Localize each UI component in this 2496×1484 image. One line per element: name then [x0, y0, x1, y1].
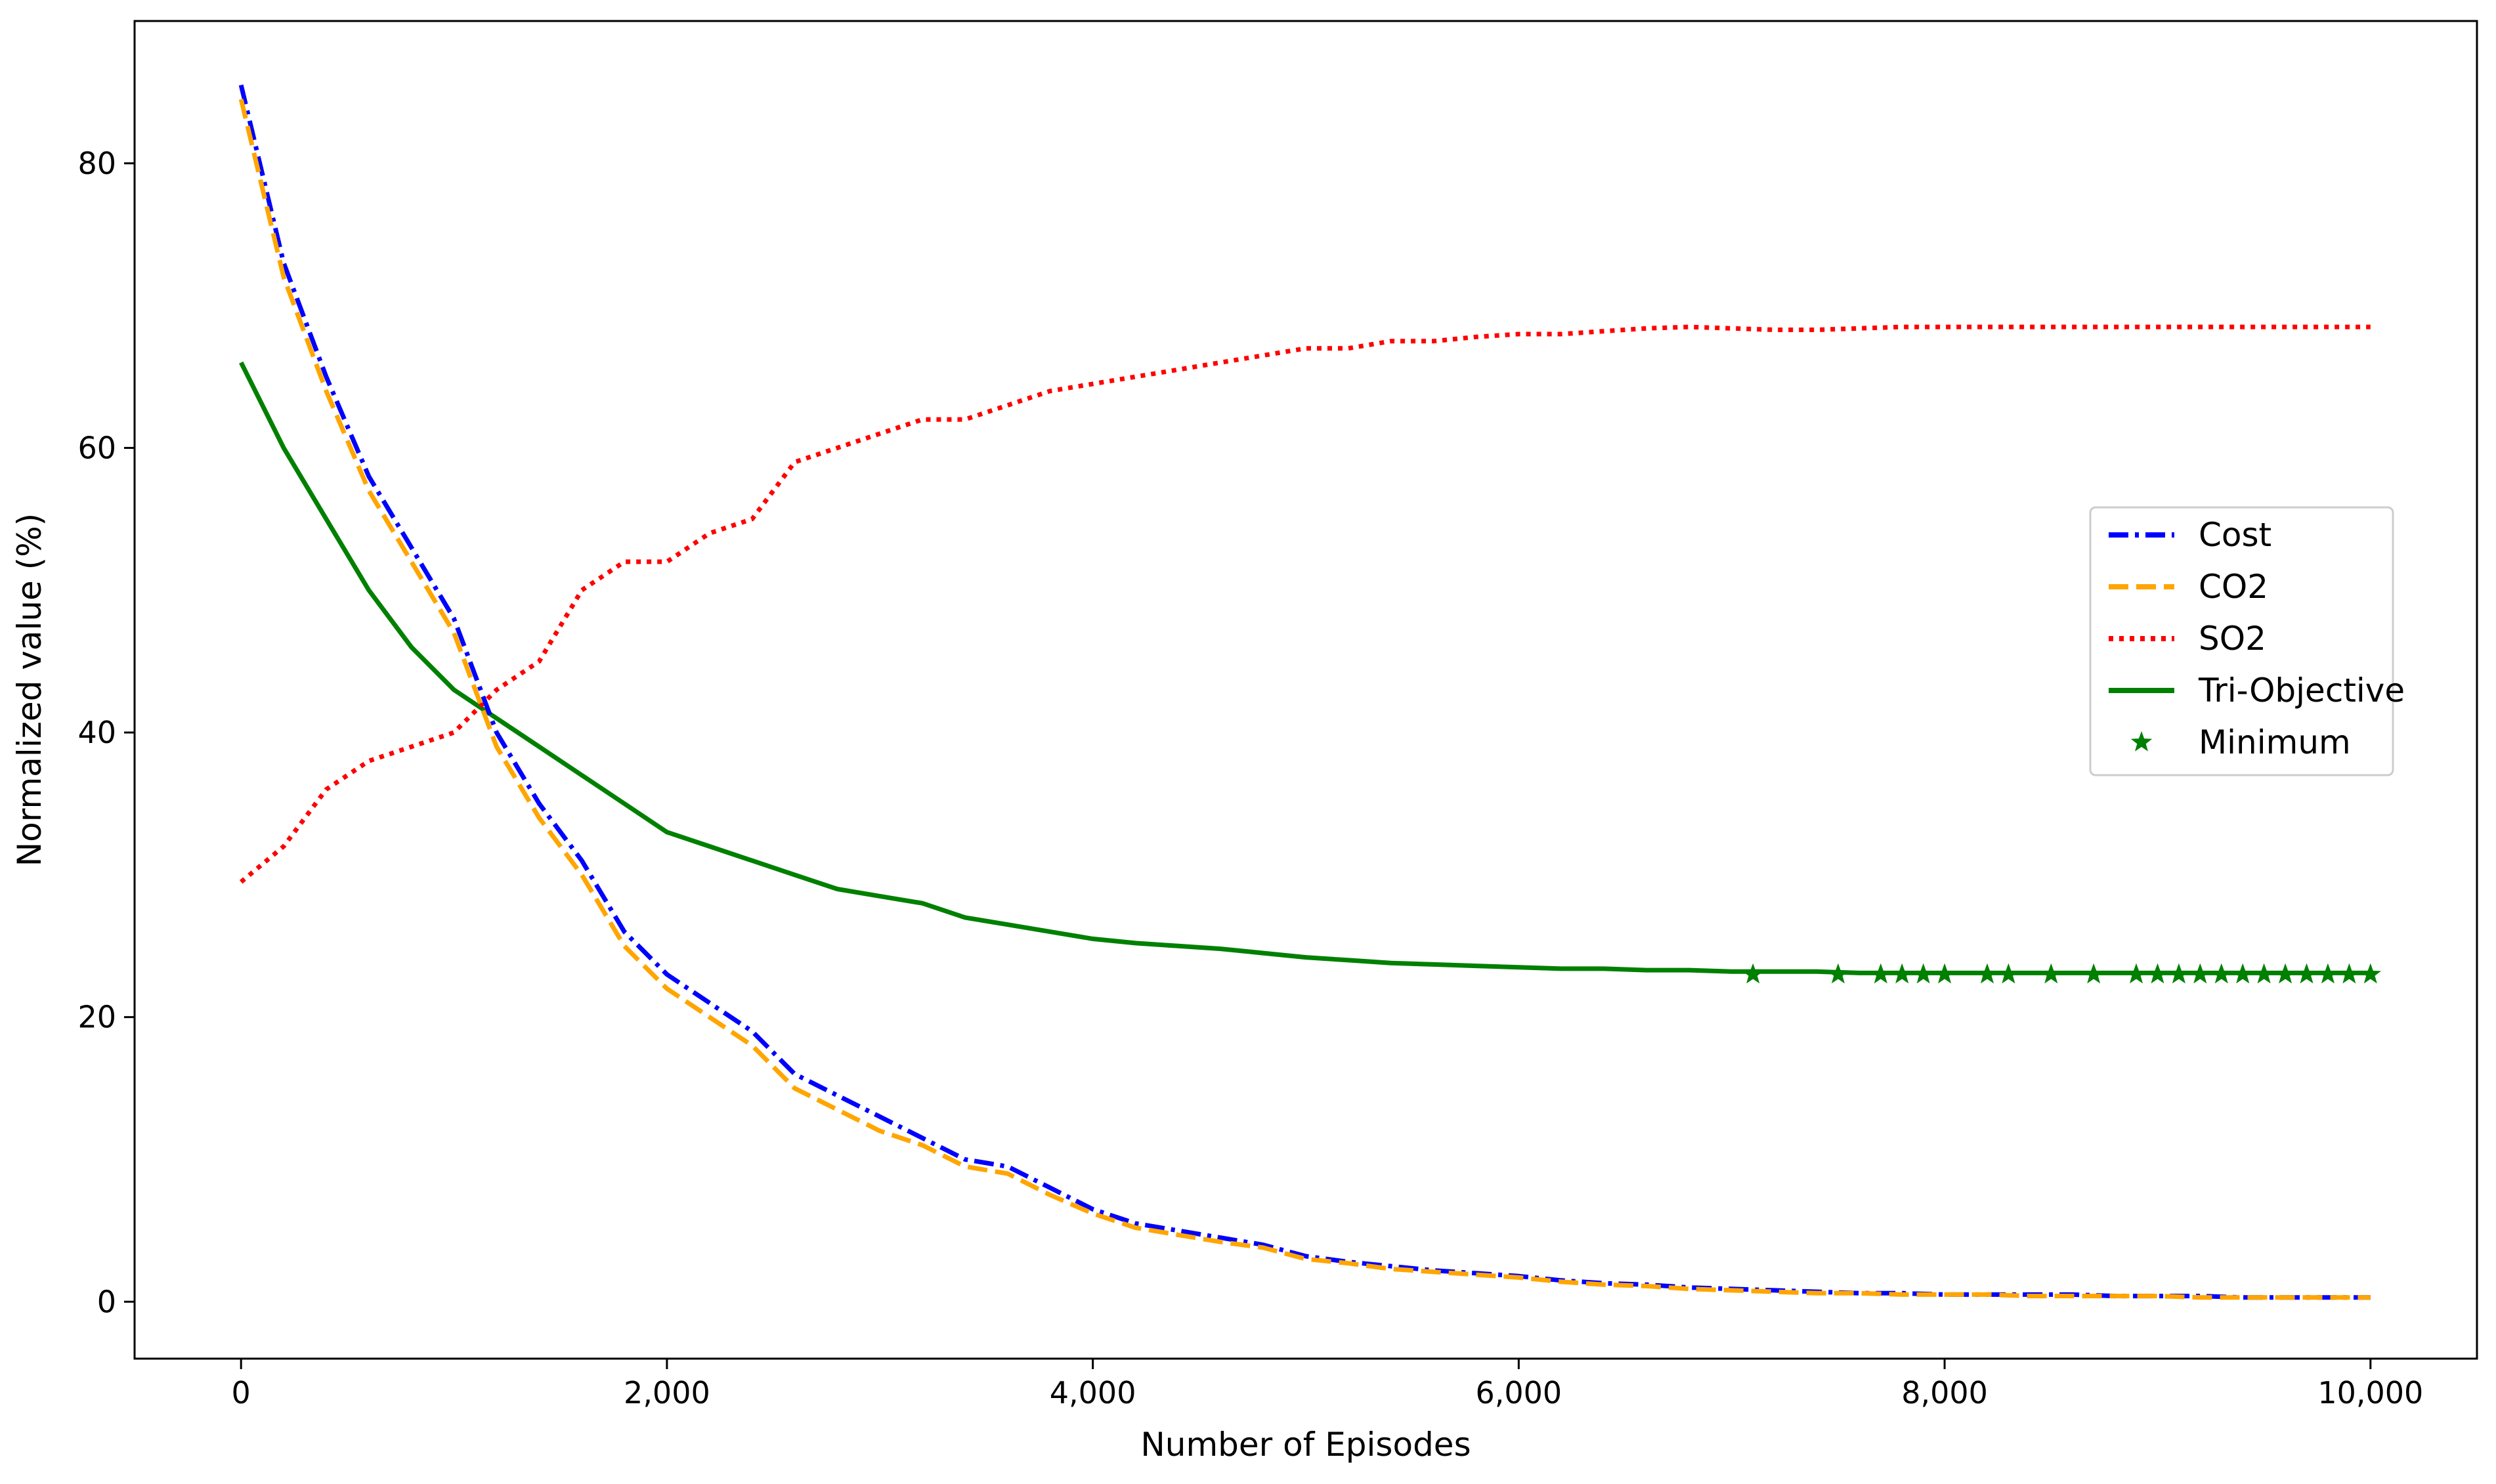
minimum-marker [2168, 963, 2190, 984]
y-axis-ticks: 0 20 40 60 80 [77, 146, 135, 1319]
x-tick-label: 6,000 [1476, 1375, 1562, 1410]
x-tick-label: 0 [232, 1375, 251, 1410]
minimum-marker [2125, 963, 2147, 984]
legend-label-tri-objective: Tri-Objective [2198, 671, 2405, 710]
series-line-co2 [238, 98, 2371, 1300]
minimum-marker [2232, 963, 2254, 984]
y-tick-label: 80 [77, 146, 116, 181]
minimum-marker [1742, 963, 1764, 984]
y-tick-label: 60 [77, 430, 116, 465]
legend-swatch-minimum [2130, 731, 2153, 752]
minimum-marker [1891, 963, 1913, 984]
legend: Cost CO2 SO2 Tri-Objective Minimum [2089, 506, 2405, 776]
minimum-marker [1933, 963, 1956, 984]
x-tick-label: 4,000 [1050, 1375, 1136, 1410]
minimum-marker [1827, 963, 1849, 984]
minimum-marker [1870, 963, 1891, 984]
minimum-marker [1998, 963, 2019, 984]
y-tick-label: 0 [97, 1284, 116, 1319]
x-tick-label: 2,000 [624, 1375, 710, 1410]
minimum-marker-layer [1742, 963, 2381, 984]
y-tick-label: 20 [77, 1000, 116, 1035]
minimum-marker [2338, 963, 2360, 984]
minimum-marker [2210, 963, 2232, 984]
minimum-marker [2274, 963, 2296, 984]
legend-label-minimum: Minimum [2199, 723, 2351, 761]
legend-label-cost: Cost [2199, 516, 2271, 554]
plot-frame [133, 20, 2478, 1360]
x-axis-ticks: 0 2,000 4,000 6,000 8,000 10,000 [232, 1359, 2423, 1410]
minimum-marker [1976, 963, 1998, 984]
legend-box [2089, 506, 2394, 776]
legend-label-so2: SO2 [2199, 620, 2266, 658]
y-axis-label: Normalized value (%) [11, 513, 49, 866]
legend-label-co2: CO2 [2199, 568, 2268, 606]
x-axis-label: Number of Episodes [1140, 1426, 1471, 1464]
minimum-marker [2296, 963, 2317, 984]
minimum-marker [2189, 963, 2211, 984]
minimum-marker [2253, 963, 2275, 984]
x-tick-label: 10,000 [2317, 1375, 2423, 1410]
minimum-marker [2083, 963, 2105, 984]
x-tick-label: 8,000 [1901, 1375, 1988, 1410]
minimum-marker [1912, 963, 1934, 984]
minimum-marker [2359, 963, 2381, 984]
y-tick-label: 40 [77, 715, 116, 750]
minimum-marker [2317, 963, 2339, 984]
minimum-marker [2040, 963, 2062, 984]
minimum-marker [2147, 963, 2168, 984]
